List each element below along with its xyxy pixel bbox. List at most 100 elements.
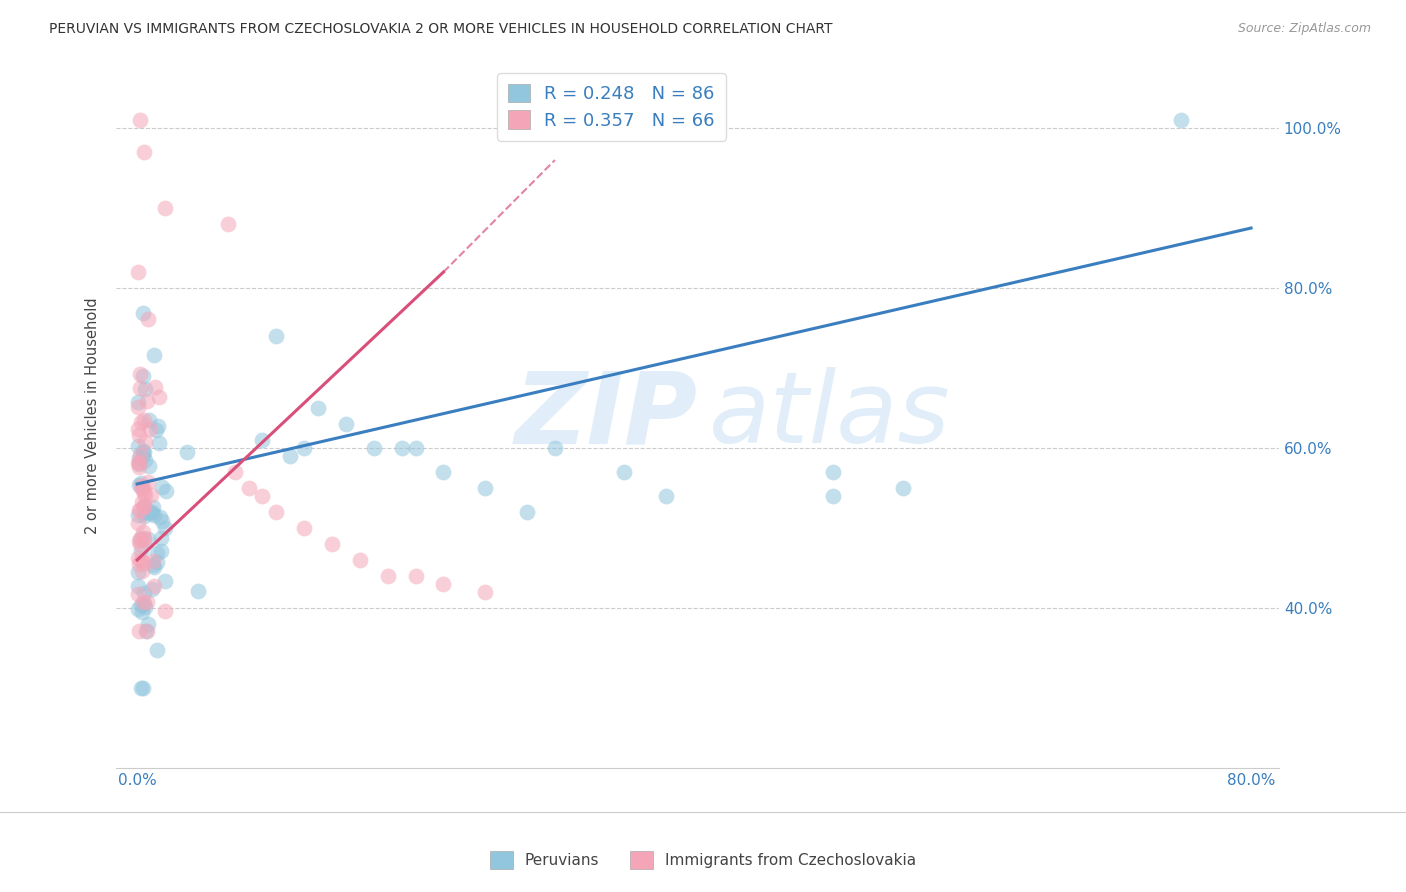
Point — [217, 217, 239, 231]
Point — [321, 537, 343, 551]
Point — [266, 505, 288, 519]
Point — [132, 525, 155, 540]
Point — [132, 598, 155, 612]
Point — [141, 505, 163, 519]
Point — [138, 505, 160, 519]
Point — [134, 506, 156, 520]
Point — [307, 401, 329, 415]
Point — [155, 483, 177, 498]
Point — [142, 554, 165, 568]
Point — [1170, 113, 1192, 128]
Point — [127, 508, 149, 523]
Point — [131, 565, 153, 579]
Point — [127, 579, 149, 593]
Point — [134, 145, 156, 159]
Point — [136, 312, 159, 326]
Point — [145, 424, 167, 438]
Point — [432, 577, 454, 591]
Point — [139, 422, 162, 436]
Point — [128, 503, 150, 517]
Point — [516, 505, 538, 519]
Point — [128, 449, 150, 463]
Point — [152, 480, 174, 494]
Point — [134, 505, 156, 519]
Point — [252, 489, 274, 503]
Point — [132, 595, 155, 609]
Point — [134, 434, 156, 449]
Point — [134, 445, 156, 459]
Point — [128, 624, 150, 638]
Point — [134, 600, 156, 615]
Point — [127, 422, 149, 436]
Point — [266, 329, 288, 343]
Point — [141, 582, 163, 596]
Point — [150, 514, 173, 528]
Point — [129, 381, 152, 395]
Point — [143, 579, 166, 593]
Point — [132, 499, 155, 513]
Point — [129, 476, 152, 491]
Point — [134, 509, 156, 524]
Point — [132, 499, 155, 513]
Point — [129, 552, 152, 566]
Point — [238, 481, 260, 495]
Point — [363, 441, 385, 455]
Point — [655, 489, 678, 503]
Point — [149, 531, 172, 545]
Point — [134, 488, 156, 502]
Point — [474, 481, 496, 495]
Point — [131, 483, 153, 497]
Point — [292, 521, 315, 535]
Point — [138, 533, 160, 547]
Point — [335, 417, 357, 431]
Point — [252, 433, 274, 447]
Point — [129, 599, 152, 613]
Point — [224, 465, 246, 479]
Point — [131, 448, 153, 462]
Text: Source: ZipAtlas.com: Source: ZipAtlas.com — [1237, 22, 1371, 36]
Point — [131, 605, 153, 619]
Point — [131, 495, 153, 509]
Point — [187, 584, 209, 599]
Point — [146, 643, 169, 657]
Point — [132, 681, 155, 695]
Point — [128, 460, 150, 475]
Point — [823, 465, 845, 479]
Point — [142, 348, 165, 362]
Point — [127, 551, 149, 566]
Text: ZIP: ZIP — [515, 368, 697, 465]
Point — [153, 201, 176, 215]
Point — [129, 479, 152, 493]
Point — [150, 544, 173, 558]
Point — [292, 441, 315, 455]
Point — [127, 587, 149, 601]
Legend: R = 0.248   N = 86, R = 0.357   N = 66: R = 0.248 N = 86, R = 0.357 N = 66 — [498, 73, 725, 141]
Point — [145, 546, 167, 560]
Point — [132, 412, 155, 426]
Point — [134, 533, 156, 547]
Point — [142, 500, 165, 514]
Point — [132, 586, 155, 600]
Point — [377, 569, 399, 583]
Point — [128, 428, 150, 442]
Point — [138, 412, 160, 426]
Point — [128, 557, 150, 571]
Point — [891, 481, 914, 495]
Text: PERUVIAN VS IMMIGRANTS FROM CZECHOSLOVAKIA 2 OR MORE VEHICLES IN HOUSEHOLD CORRE: PERUVIAN VS IMMIGRANTS FROM CZECHOSLOVAK… — [49, 22, 832, 37]
Point — [135, 394, 157, 409]
Point — [349, 553, 371, 567]
Point — [823, 489, 845, 503]
Point — [127, 456, 149, 470]
Point — [129, 113, 152, 128]
Point — [148, 436, 170, 450]
Point — [474, 585, 496, 599]
Point — [128, 532, 150, 546]
Point — [176, 444, 198, 458]
Point — [143, 380, 166, 394]
Point — [127, 394, 149, 409]
Point — [278, 449, 301, 463]
Point — [134, 500, 156, 515]
Point — [149, 510, 172, 524]
Point — [129, 503, 152, 517]
Point — [134, 453, 156, 467]
